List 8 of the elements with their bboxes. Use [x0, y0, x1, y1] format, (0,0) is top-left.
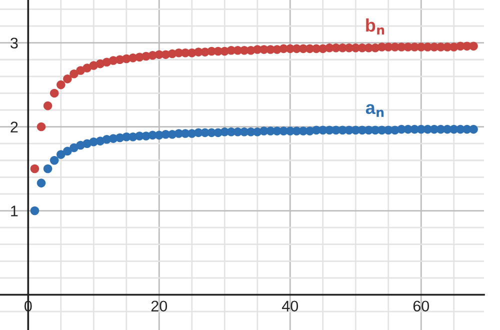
x-tick-label: 20 [151, 300, 168, 312]
series-label: b$_{n}$ [366, 18, 384, 34]
y-tick-label: 3 [10, 38, 18, 49]
x-tick-label: 60 [413, 300, 430, 312]
series-label: a$_{n}$ [366, 104, 384, 117]
x-tick-label: 40 [282, 300, 298, 312]
y-tick-label: 2 [10, 122, 18, 132]
y-tick-label: 1 [11, 206, 18, 216]
